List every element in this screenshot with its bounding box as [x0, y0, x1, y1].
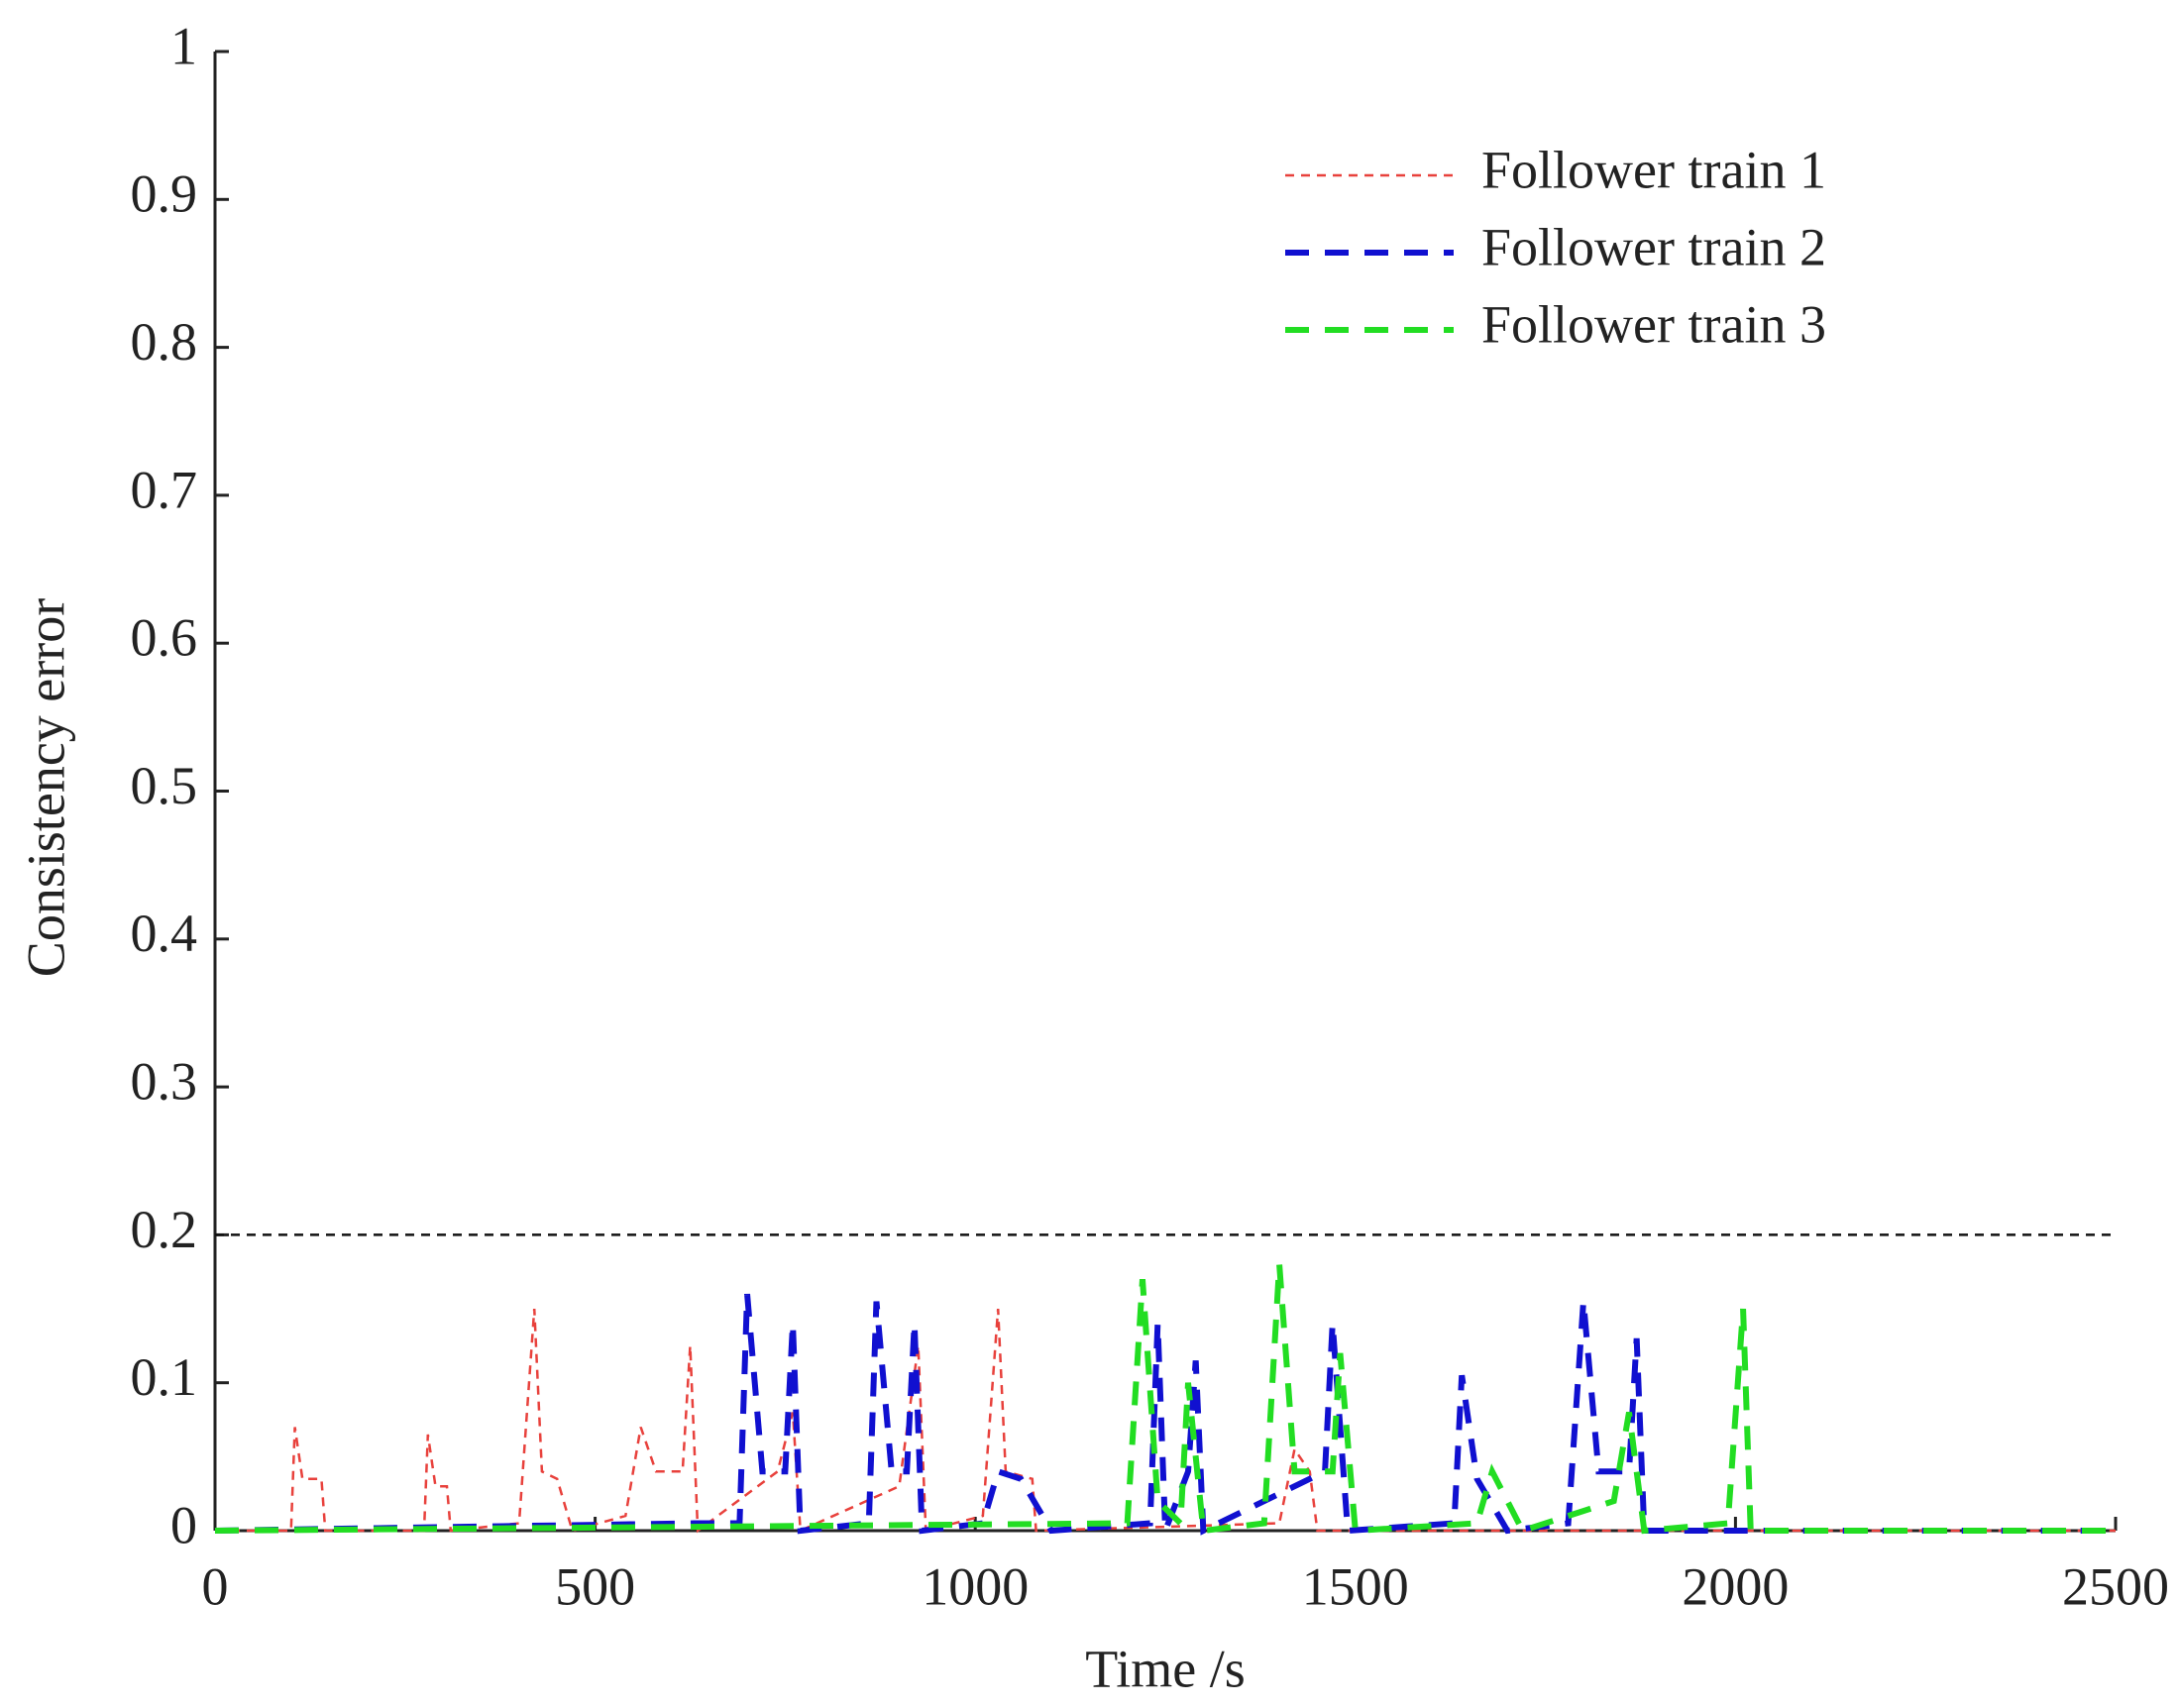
x-tick-label: 1000 [922, 1556, 1029, 1616]
y-tick-label: 0.2 [131, 1200, 198, 1259]
y-tick-label: 0 [170, 1495, 197, 1554]
x-tick-label: 2000 [1682, 1556, 1789, 1616]
x-axis-label: Time /s [1085, 1639, 1246, 1698]
x-tick-label: 2500 [2062, 1556, 2169, 1616]
series-line [215, 1308, 2116, 1534]
y-tick-label: 0.6 [131, 608, 198, 668]
legend-label: Follower train 2 [1481, 217, 1826, 276]
series-line [214, 1293, 2116, 1536]
legend-label: Follower train 3 [1481, 294, 1826, 354]
y-tick-label: 0.9 [131, 164, 198, 224]
y-tick-label: 1 [170, 16, 197, 75]
x-tick-label: 1500 [1302, 1556, 1409, 1616]
legend-label: Follower train 1 [1481, 140, 1826, 199]
y-tick-label: 0.1 [131, 1347, 198, 1407]
y-tick-label: 0.8 [131, 312, 198, 372]
y-tick-label: 0.5 [131, 756, 198, 815]
y-tick-label: 0.3 [131, 1051, 198, 1111]
y-tick-label: 0.7 [131, 460, 198, 519]
series-line [214, 1264, 2116, 1535]
y-tick-label: 0.4 [131, 904, 198, 963]
x-tick-label: 0 [202, 1556, 229, 1616]
x-tick-label: 500 [555, 1556, 635, 1616]
y-axis-label: Consistency error [16, 598, 75, 977]
